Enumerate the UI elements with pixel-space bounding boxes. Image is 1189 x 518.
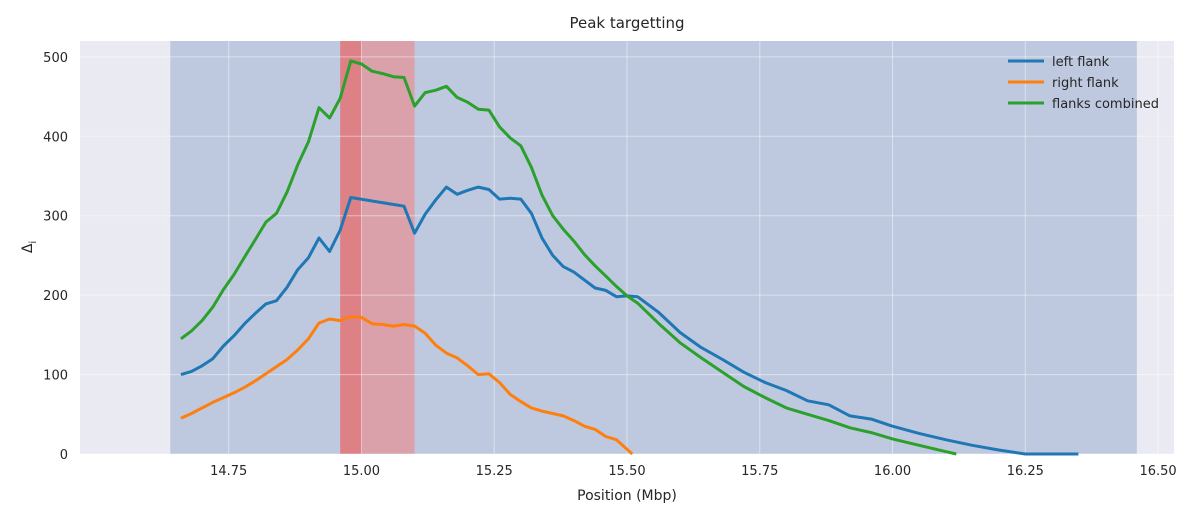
legend-label: left flank [1052, 55, 1110, 70]
x-tick-labels: 14.75 15.00 15.25 15.50 15.75 16.00 16.25 16.50 [210, 464, 1177, 479]
series-line-flanks-combined [180, 59, 957, 456]
y-axis-label: Δi [20, 241, 39, 253]
x-tick-label: 16.50 [1139, 464, 1176, 479]
x-tick-label: 15.75 [741, 464, 778, 479]
legend-label: flanks combined [1052, 97, 1159, 112]
y-tick-labels: 0 100 200 300 400 500 [43, 51, 68, 463]
y-tick-label: 300 [43, 210, 68, 225]
series-line-left-flank [180, 185, 1079, 456]
x-tick-label: 14.75 [210, 464, 247, 479]
y-tick-label: 400 [43, 130, 68, 145]
series-lines [180, 59, 1079, 456]
y-tick-label: 0 [60, 448, 68, 463]
y-tick-label: 200 [43, 289, 68, 304]
legend-label: right flank [1052, 76, 1119, 91]
series-line-right-flank [180, 315, 634, 456]
y-tick-label: 100 [43, 369, 68, 384]
chart-title: Peak targetting [569, 14, 684, 32]
grid-lines [80, 41, 1174, 455]
x-tick-label: 16.25 [1007, 464, 1044, 479]
x-axis-label: Position (Mbp) [577, 488, 677, 504]
legend: left flank right flank flanks combined [1008, 55, 1159, 112]
shaded-span-1 [340, 41, 415, 454]
shaded-span-2 [340, 41, 362, 454]
y-axis-label-main: Δ [20, 243, 36, 253]
y-tick-label: 500 [43, 51, 68, 66]
x-tick-label: 16.00 [874, 464, 911, 479]
x-tick-label: 15.00 [343, 464, 380, 479]
y-axis-label-subscript: i [28, 241, 39, 244]
x-tick-label: 15.50 [608, 464, 645, 479]
x-tick-label: 15.25 [476, 464, 513, 479]
plot-background [80, 41, 1174, 454]
